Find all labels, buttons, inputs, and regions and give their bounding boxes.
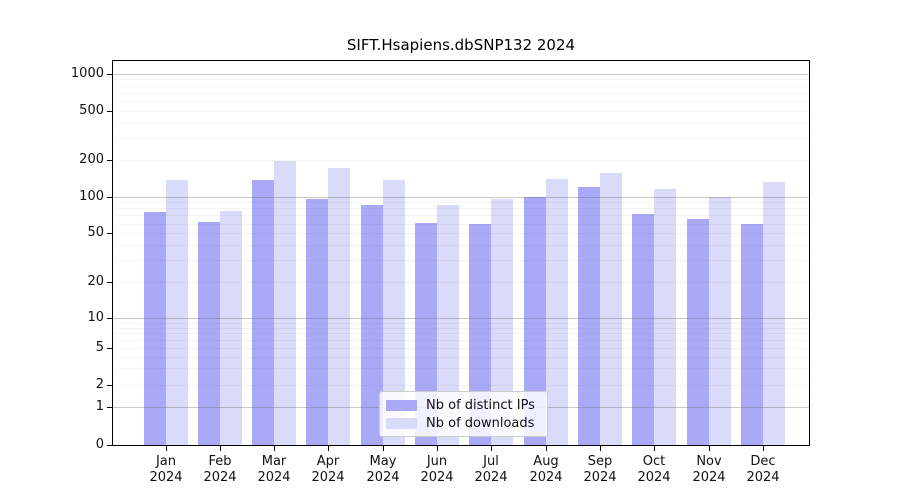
bar-apr-nb-of-distinct-ips [306,199,329,445]
gridline-minor-90 [113,202,809,203]
x-tick-mark-apr [328,446,329,451]
y-tick-mark-500 [107,111,112,112]
x-tick-label-feb: Feb 2024 [203,454,237,485]
bar-sep-nb-of-downloads [599,172,622,445]
y-tick-mark-50 [107,233,112,234]
x-tick-label-mar: Mar 2024 [257,454,291,485]
y-tick-label-1000: 1000 [70,66,104,81]
gridline-minor-600 [113,101,809,102]
y-tick-mark-2 [107,385,112,386]
y-tick-mark-0 [107,445,112,446]
plot-area [112,60,810,446]
x-tick-mark-feb [220,446,221,451]
bar-oct-nb-of-distinct-ips [632,213,655,445]
bar-aug-nb-of-distinct-ips [523,196,546,445]
gridline-minor-400 [113,123,809,124]
bar-jan-nb-of-distinct-ips [143,211,166,445]
bar-nov-nb-of-downloads [708,196,731,445]
x-tick-label-may: May 2024 [366,454,400,485]
bar-feb-nb-of-distinct-ips [197,221,220,445]
bar-jul-nb-of-distinct-ips [469,224,492,445]
x-tick-mark-jul [491,446,492,451]
x-tick-label-aug: Aug 2024 [529,454,563,485]
bar-dec-nb-of-downloads [762,182,785,445]
bar-may-nb-of-downloads [382,180,405,445]
x-tick-label-sep: Sep 2024 [583,454,617,485]
bar-aug-nb-of-downloads [545,178,568,445]
bar-apr-nb-of-downloads [328,168,351,445]
y-tick-mark-5 [107,348,112,349]
legend-row-nb-of-distinct-ips: Nb of distinct IPs [386,397,539,414]
gridline-minor-200 [113,160,809,161]
bar-jun-nb-of-distinct-ips [415,222,437,445]
gridline-major-1000 [113,74,809,75]
x-tick-label-jan: Jan 2024 [149,454,183,485]
x-tick-mark-oct [654,446,655,451]
y-tick-label-50: 50 [87,225,104,240]
x-tick-label-jul: Jul 2024 [474,454,508,485]
y-tick-label-5: 5 [95,340,104,355]
x-tick-mark-mar [274,446,275,451]
gridline-minor-300 [113,138,809,139]
legend-label-nb-of-distinct-ips: Nb of distinct IPs [426,398,535,413]
y-tick-mark-200 [107,160,112,161]
y-tick-label-500: 500 [79,103,104,118]
bar-oct-nb-of-downloads [654,189,677,445]
chart-title: SIFT.Hsapiens.dbSNP132 2024 [346,36,576,54]
x-tick-label-oct: Oct 2024 [637,454,671,485]
y-tick-mark-20 [107,282,112,283]
x-tick-mark-dec [763,446,764,451]
y-tick-mark-1 [107,407,112,408]
gridline-minor-500 [113,111,809,112]
y-tick-label-200: 200 [79,152,104,167]
y-tick-mark-100 [107,197,112,198]
x-tick-mark-aug [546,446,547,451]
bar-mar-nb-of-downloads [274,160,297,445]
y-tick-label-10: 10 [87,310,104,325]
bar-may-nb-of-distinct-ips [360,205,383,445]
x-tick-mark-may [383,446,384,451]
bar-jun-nb-of-downloads [437,204,459,445]
bar-dec-nb-of-distinct-ips [740,223,763,445]
legend-label-nb-of-downloads: Nb of downloads [426,416,535,431]
bar-nov-nb-of-distinct-ips [686,219,709,445]
gridline-major-100 [113,197,809,198]
bar-sep-nb-of-distinct-ips [577,186,600,445]
bar-feb-nb-of-downloads [219,210,242,445]
x-tick-label-jun: Jun 2024 [420,454,454,485]
y-tick-label-2: 2 [95,377,104,392]
legend-row-nb-of-downloads: Nb of downloads [386,415,539,432]
x-tick-mark-jun [437,446,438,451]
legend-swatch-nb-of-downloads [386,418,417,429]
bar-mar-nb-of-distinct-ips [252,180,275,445]
bar-jan-nb-of-downloads [165,180,188,445]
gridline-minor-80 [113,208,809,209]
gridline-minor-800 [113,86,809,87]
gridline-minor-700 [113,93,809,94]
legend: Nb of distinct IPs Nb of downloads [379,391,548,437]
x-tick-label-nov: Nov 2024 [692,454,726,485]
y-tick-label-0: 0 [95,437,104,452]
y-tick-label-100: 100 [79,189,104,204]
x-tick-label-dec: Dec 2024 [746,454,780,485]
gridline-minor-70 [113,215,809,216]
legend-swatch-nb-of-distinct-ips [386,400,417,411]
x-tick-mark-nov [709,446,710,451]
x-tick-mark-jan [166,446,167,451]
bar-jul-nb-of-downloads [491,199,514,445]
y-tick-mark-1000 [107,74,112,75]
gridline-minor-900 [113,79,809,80]
y-tick-mark-10 [107,318,112,319]
x-tick-label-apr: Apr 2024 [311,454,345,485]
y-tick-label-20: 20 [87,274,104,289]
y-tick-label-1: 1 [95,399,104,414]
x-tick-mark-sep [600,446,601,451]
